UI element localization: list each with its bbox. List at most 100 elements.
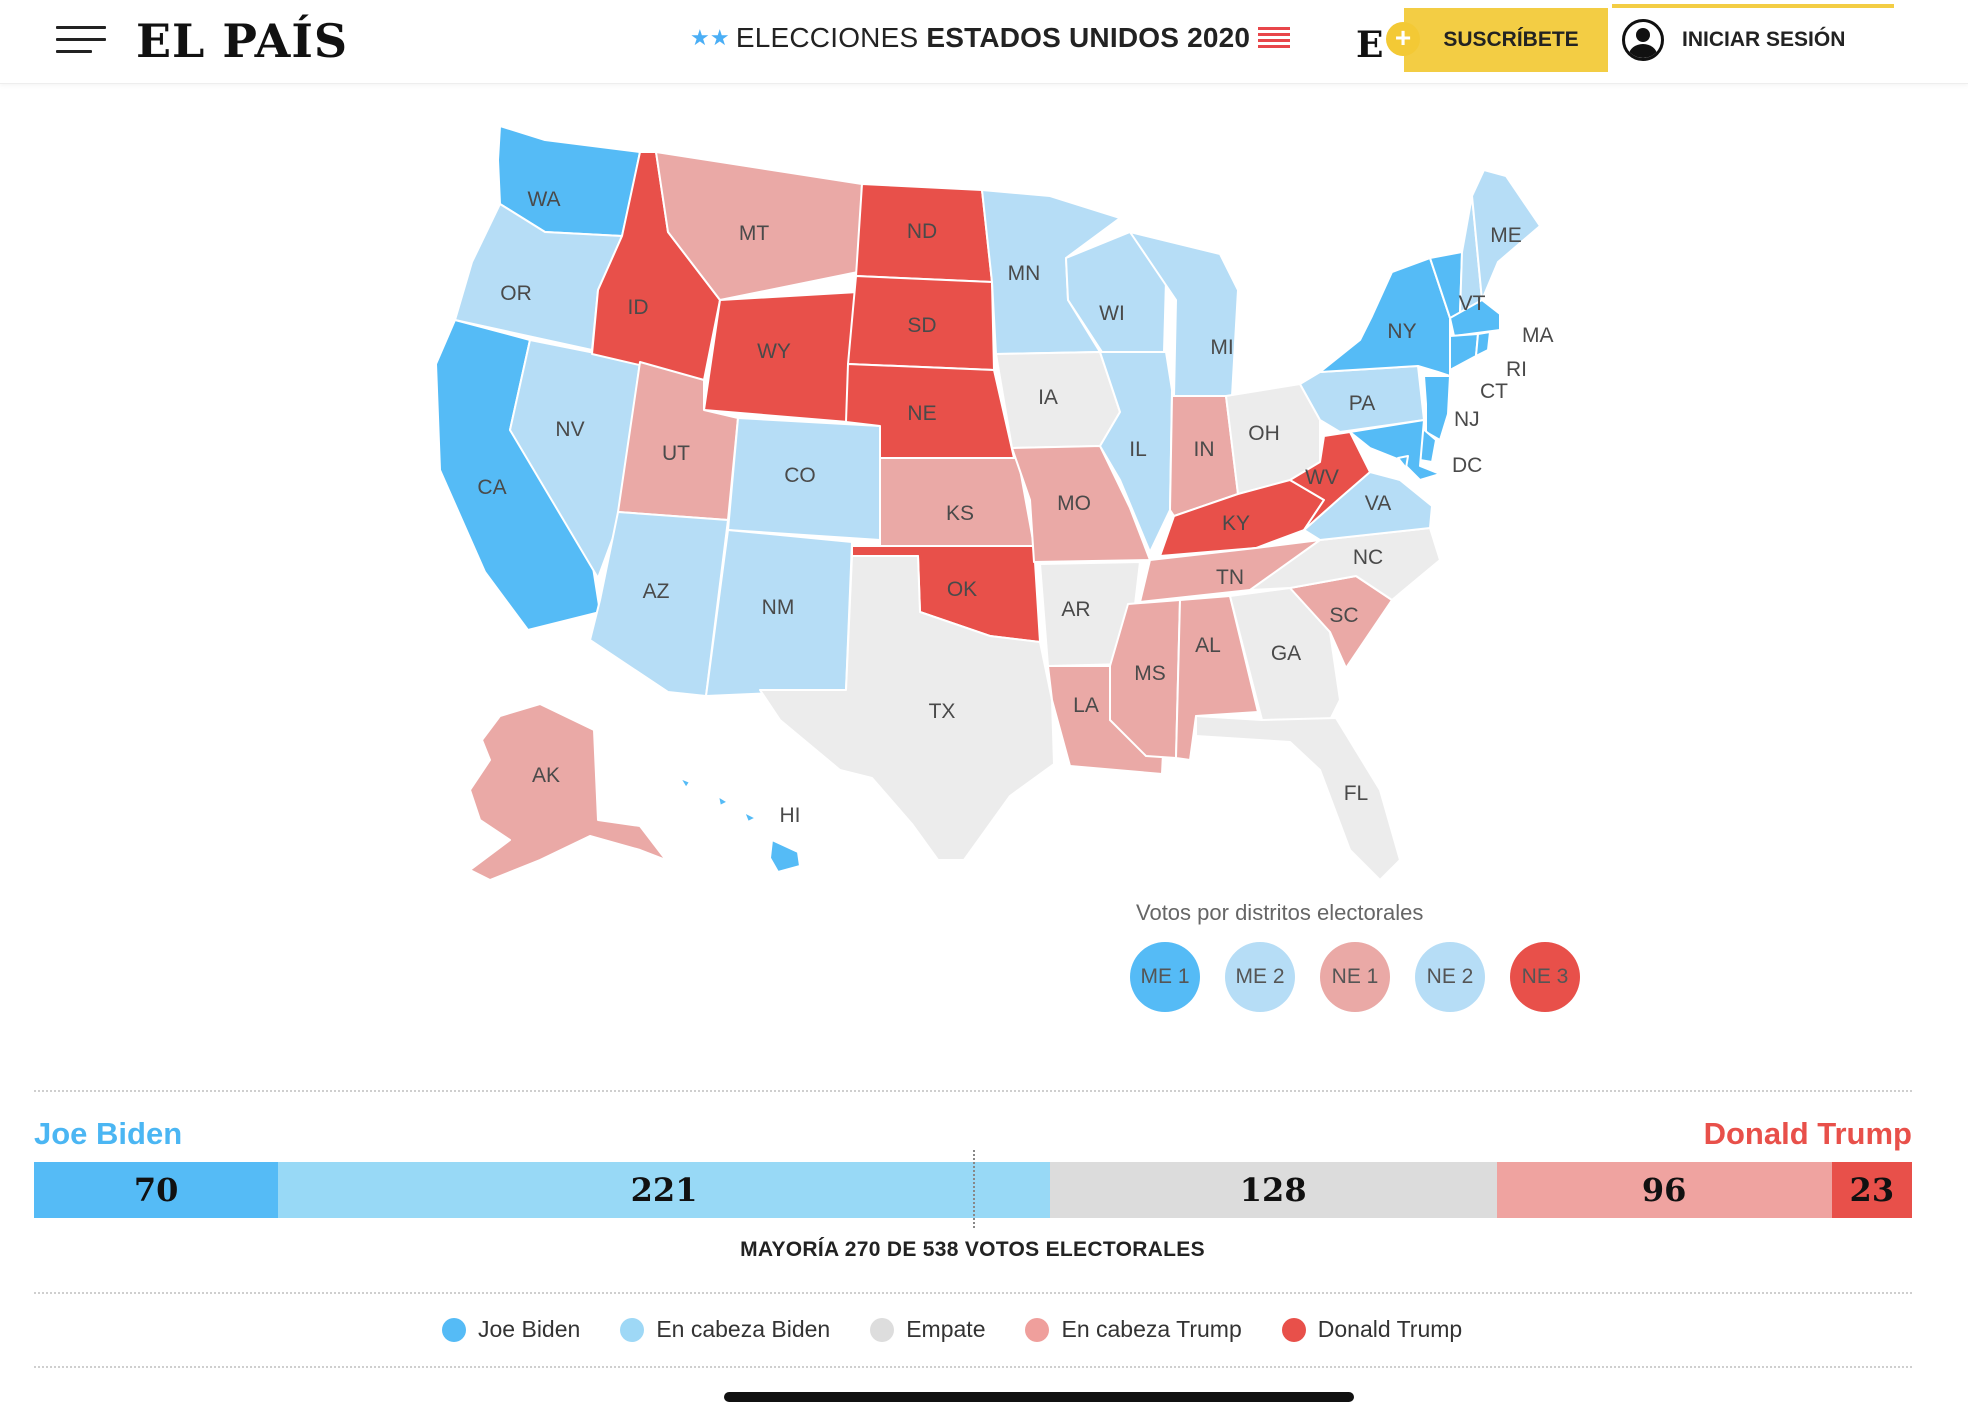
label-MO: MO: [1057, 492, 1091, 515]
label-CO: CO: [784, 464, 816, 487]
state-DC[interactable]: [1397, 455, 1409, 469]
subscribe-button[interactable]: SUSCRÍBETE: [1404, 8, 1608, 72]
legend-label: Empate: [906, 1316, 986, 1342]
election-title-light: ELECCIONES: [735, 22, 919, 53]
menu-icon[interactable]: [56, 26, 106, 54]
legend-label: En cabeza Biden: [656, 1316, 831, 1342]
legend-dot-icon: [442, 1317, 466, 1342]
label-WA: WA: [527, 188, 560, 211]
bar-segment-biden: 70: [34, 1162, 279, 1218]
bar-segment-tie: 128: [1049, 1162, 1497, 1218]
legend-item-biden: Joe Biden: [442, 1316, 580, 1343]
label-IA: IA: [1038, 386, 1058, 409]
state-IA[interactable]: [995, 351, 1121, 449]
home-indicator: [724, 1392, 1354, 1402]
legend-label: En cabeza Trump: [1061, 1316, 1242, 1342]
legend-item-lean_biden: En cabeza Biden: [620, 1316, 830, 1343]
label-TN: TN: [1216, 566, 1244, 589]
label-NE: NE: [907, 402, 936, 425]
label-WV: WV: [1305, 466, 1339, 489]
state-WV[interactable]: [1289, 431, 1371, 531]
label-MA: MA: [1522, 324, 1554, 347]
legend-item-tie: Empate: [870, 1316, 985, 1343]
label-MS: MS: [1134, 662, 1166, 685]
district-ne-1[interactable]: NE 1: [1320, 942, 1390, 1012]
legend-item-trump: Donald Trump: [1281, 1316, 1463, 1343]
label-NC: NC: [1353, 546, 1383, 569]
majority-text: MAYORÍA 270 DE 538 VOTOS ELECTORALES: [740, 1238, 1205, 1261]
district-ne-3[interactable]: NE 3: [1510, 942, 1580, 1012]
state-TX[interactable]: [759, 555, 1055, 861]
label-MT: MT: [739, 222, 769, 245]
eplus-logo[interactable]: E: [1356, 24, 1384, 66]
site-logo[interactable]: EL PAÍS: [136, 14, 349, 68]
label-FL: FL: [1344, 782, 1369, 805]
user-icon: [1622, 19, 1664, 61]
state-MA[interactable]: [1449, 299, 1501, 337]
label-ND: ND: [907, 220, 937, 243]
label-UT: UT: [662, 442, 690, 465]
label-RI: RI: [1506, 358, 1527, 381]
state-labels: WA OR CA NV ID MT WY UT CO AZ NM ND SD N…: [477, 188, 1553, 827]
label-SD: SD: [907, 314, 936, 337]
state-FL[interactable]: [1195, 715, 1401, 881]
label-IL: IL: [1129, 438, 1147, 461]
label-IN: IN: [1194, 438, 1215, 461]
login-button[interactable]: INICIAR SESIÓN: [1612, 4, 1894, 72]
eplus-plus-icon: +: [1386, 22, 1420, 56]
label-HI: HI: [780, 804, 801, 827]
state-NJ[interactable]: [1423, 375, 1451, 441]
divider-bottom: [34, 1366, 1912, 1368]
label-VA: VA: [1365, 492, 1391, 515]
majority-marker: [973, 1150, 975, 1228]
districts-row: ME 1 ME 2 NE 1 NE 2 NE 3: [1130, 942, 1605, 1012]
label-NV: NV: [555, 418, 584, 441]
election-section-title[interactable]: ★★ ELECCIONES ESTADOS UNIDOS 2020: [690, 22, 1291, 54]
label-MI: MI: [1210, 336, 1233, 359]
district-me-2[interactable]: ME 2: [1225, 942, 1295, 1012]
label-AR: AR: [1061, 598, 1090, 621]
label-OH: OH: [1248, 422, 1280, 445]
state-AK[interactable]: [469, 703, 667, 881]
legend-dot-icon: [870, 1317, 895, 1342]
state-IL[interactable]: [1099, 351, 1173, 553]
label-CT: CT: [1480, 380, 1508, 403]
legend-dot-icon: [1281, 1317, 1306, 1342]
legend-dot-icon: [620, 1317, 645, 1342]
state-AZ[interactable]: [589, 511, 729, 697]
state-MT[interactable]: [655, 151, 863, 301]
label-TX: TX: [929, 700, 956, 723]
label-MN: MN: [1008, 262, 1041, 285]
label-AL: AL: [1195, 634, 1221, 657]
label-DC: DC: [1452, 454, 1482, 477]
state-MD[interactable]: [1349, 419, 1441, 481]
label-CA: CA: [477, 476, 506, 499]
bar-segment-trump: 23: [1831, 1162, 1912, 1218]
label-WY: WY: [757, 340, 791, 363]
label-SC: SC: [1329, 604, 1358, 627]
label-GA: GA: [1271, 642, 1301, 665]
map-legend: Joe Biden En cabeza Biden Empate En cabeza …: [442, 1316, 1502, 1343]
label-LA: LA: [1073, 694, 1099, 717]
electoral-votes-bar: 70 221 128 96 23: [34, 1162, 1912, 1218]
state-RI[interactable]: [1475, 331, 1491, 357]
label-OK: OK: [947, 578, 977, 601]
state-HI[interactable]: [679, 777, 801, 873]
district-ne-2[interactable]: NE 2: [1415, 942, 1485, 1012]
label-ID: ID: [628, 296, 649, 319]
us-election-map: WA OR CA NV ID MT WY UT CO AZ NM ND SD N…: [435, 125, 1554, 881]
state-CT[interactable]: [1449, 333, 1479, 371]
biden-name: Joe Biden: [34, 1116, 183, 1151]
legend-label: Donald Trump: [1317, 1316, 1463, 1342]
label-NY: NY: [1387, 320, 1416, 343]
legend-label: Joe Biden: [478, 1316, 581, 1342]
label-NM: NM: [762, 596, 795, 619]
legend-dot-icon: [1025, 1317, 1050, 1342]
stars-icon: ★★: [690, 25, 730, 50]
label-KS: KS: [946, 502, 974, 525]
label-WI: WI: [1099, 302, 1125, 325]
district-me-1[interactable]: ME 1: [1130, 942, 1200, 1012]
login-label: INICIAR SESIÓN: [1682, 28, 1846, 51]
label-NJ: NJ: [1454, 408, 1480, 431]
state-NY[interactable]: [1319, 257, 1451, 377]
